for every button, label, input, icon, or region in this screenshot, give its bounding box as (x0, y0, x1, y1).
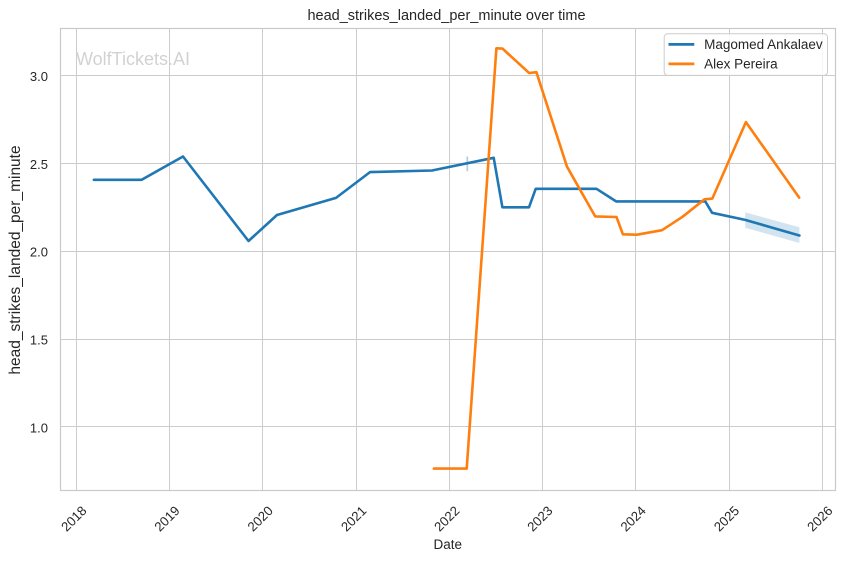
svg-text:head_strikes_landed_per_minute: head_strikes_landed_per_minute over time (307, 8, 585, 24)
svg-text:2.5: 2.5 (30, 157, 48, 172)
svg-text:Magomed Ankalaev: Magomed Ankalaev (704, 37, 823, 52)
svg-text:2.0: 2.0 (30, 245, 48, 260)
svg-text:WolfTickets.AI: WolfTickets.AI (76, 49, 190, 69)
svg-text:1.0: 1.0 (30, 420, 48, 435)
svg-text:Date: Date (434, 537, 463, 552)
svg-text:3.0: 3.0 (30, 69, 48, 84)
svg-text:Alex Pereira: Alex Pereira (704, 56, 778, 71)
svg-text:1.5: 1.5 (30, 333, 48, 348)
svg-text:head_strikes_landed_per_minute: head_strikes_landed_per_minute (7, 145, 24, 374)
